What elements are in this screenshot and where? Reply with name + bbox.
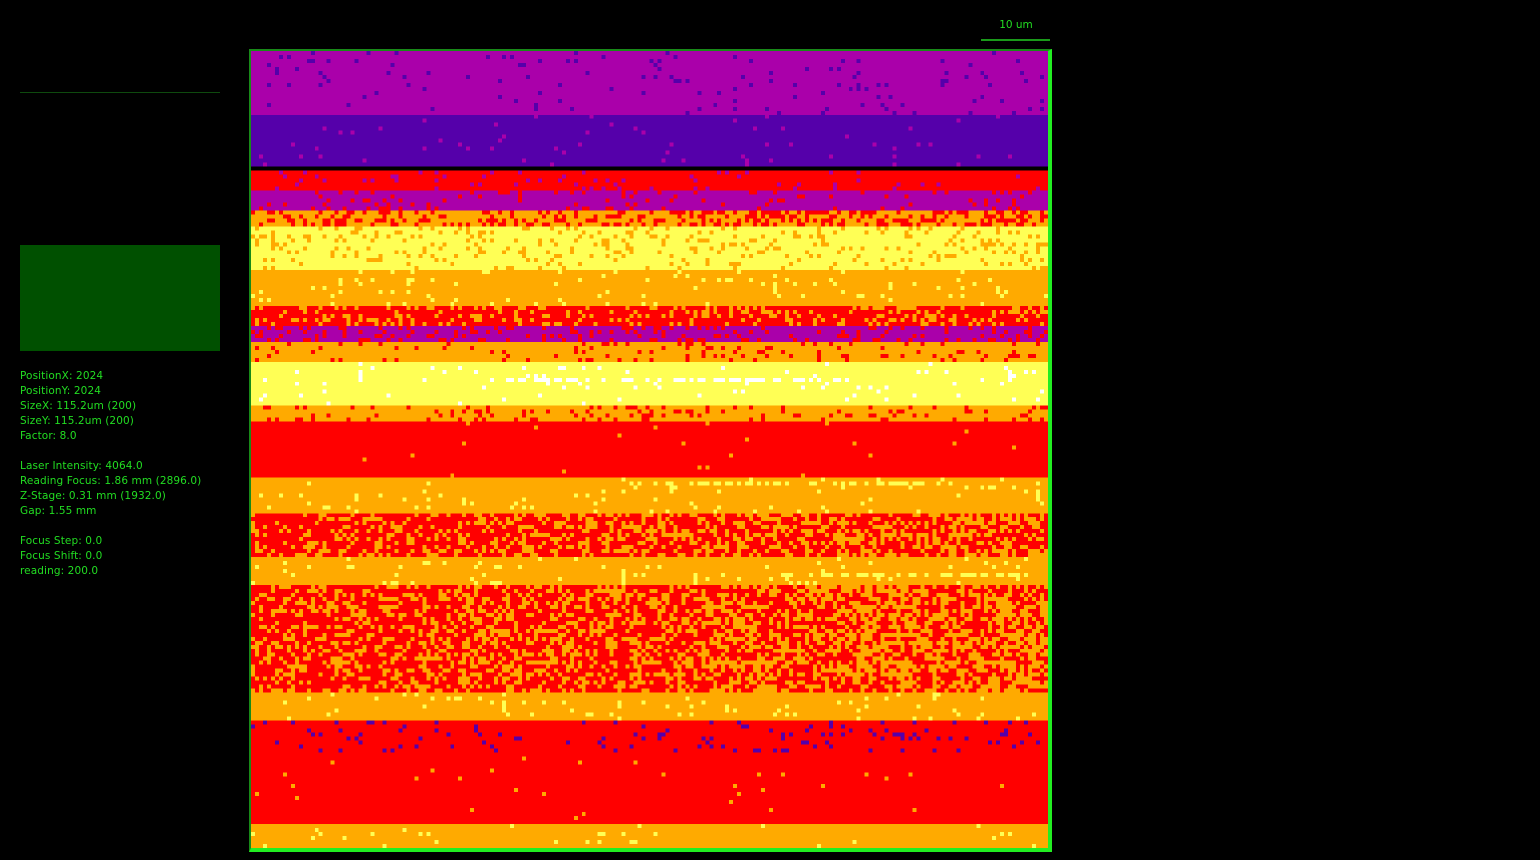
scan-speckle xyxy=(262,405,1048,422)
scan-band xyxy=(251,720,1048,753)
scan-band xyxy=(251,166,1048,171)
scan-speckle xyxy=(251,584,1048,693)
info-panel: PositionX: 2024 PositionY: 2024 SizeX: 1… xyxy=(20,369,201,579)
laser-intensity-readout: Laser Intensity: 4064.0 xyxy=(20,460,143,472)
scan-speckle xyxy=(251,513,1048,558)
position-y-readout: PositionY: 2024 xyxy=(20,385,101,397)
scale-bar xyxy=(981,39,1050,41)
scan-speckle xyxy=(254,341,1041,362)
scan-image[interactable] xyxy=(251,51,1048,848)
scan-band xyxy=(251,824,1048,848)
focus-step-readout: Focus Step: 0.0 xyxy=(20,535,103,547)
scan-image-viewport[interactable] xyxy=(249,49,1052,852)
scan-streak xyxy=(808,573,1029,578)
scan-band xyxy=(251,752,1048,825)
scale-bar-label: 10 um xyxy=(999,19,1033,31)
scan-speckle xyxy=(251,557,1029,585)
scan-band xyxy=(251,114,1048,167)
size-y-readout: SizeY: 115.2um (200) xyxy=(20,415,134,427)
gap-readout: Gap: 1.55 mm xyxy=(20,505,97,517)
scan-speckle xyxy=(266,51,1045,115)
scan-streak xyxy=(629,481,925,486)
size-x-readout: SizeX: 115.2um (200) xyxy=(20,400,137,412)
position-x-readout: PositionX: 2024 xyxy=(20,370,104,382)
scan-band xyxy=(251,270,1048,307)
preview-thumbnail xyxy=(20,245,220,351)
reading-readout: reading: 200.0 xyxy=(20,565,99,577)
scan-speckle xyxy=(251,210,1048,227)
reading-focus-readout: Reading Focus: 1.86 mm (2896.0) xyxy=(20,475,202,487)
scan-speckle xyxy=(251,270,1048,307)
scan-band xyxy=(251,421,1048,478)
z-stage-readout: Z-Stage: 0.31 mm (1932.0) xyxy=(20,490,166,502)
factor-readout: Factor: 8.0 xyxy=(20,430,77,442)
scan-speckle xyxy=(258,190,1033,211)
scan-streak xyxy=(490,377,849,382)
scan-band xyxy=(251,361,1048,406)
scan-band xyxy=(251,477,1048,514)
scan-speckle xyxy=(251,720,1041,753)
scan-band xyxy=(251,170,1048,191)
scan-speckle xyxy=(251,226,1048,271)
scan-band xyxy=(251,692,1048,721)
scan-speckle xyxy=(251,306,1048,326)
sidebar-divider xyxy=(20,92,220,93)
focus-shift-readout: Focus Shift: 0.0 xyxy=(20,550,103,562)
scan-band xyxy=(251,557,1048,585)
